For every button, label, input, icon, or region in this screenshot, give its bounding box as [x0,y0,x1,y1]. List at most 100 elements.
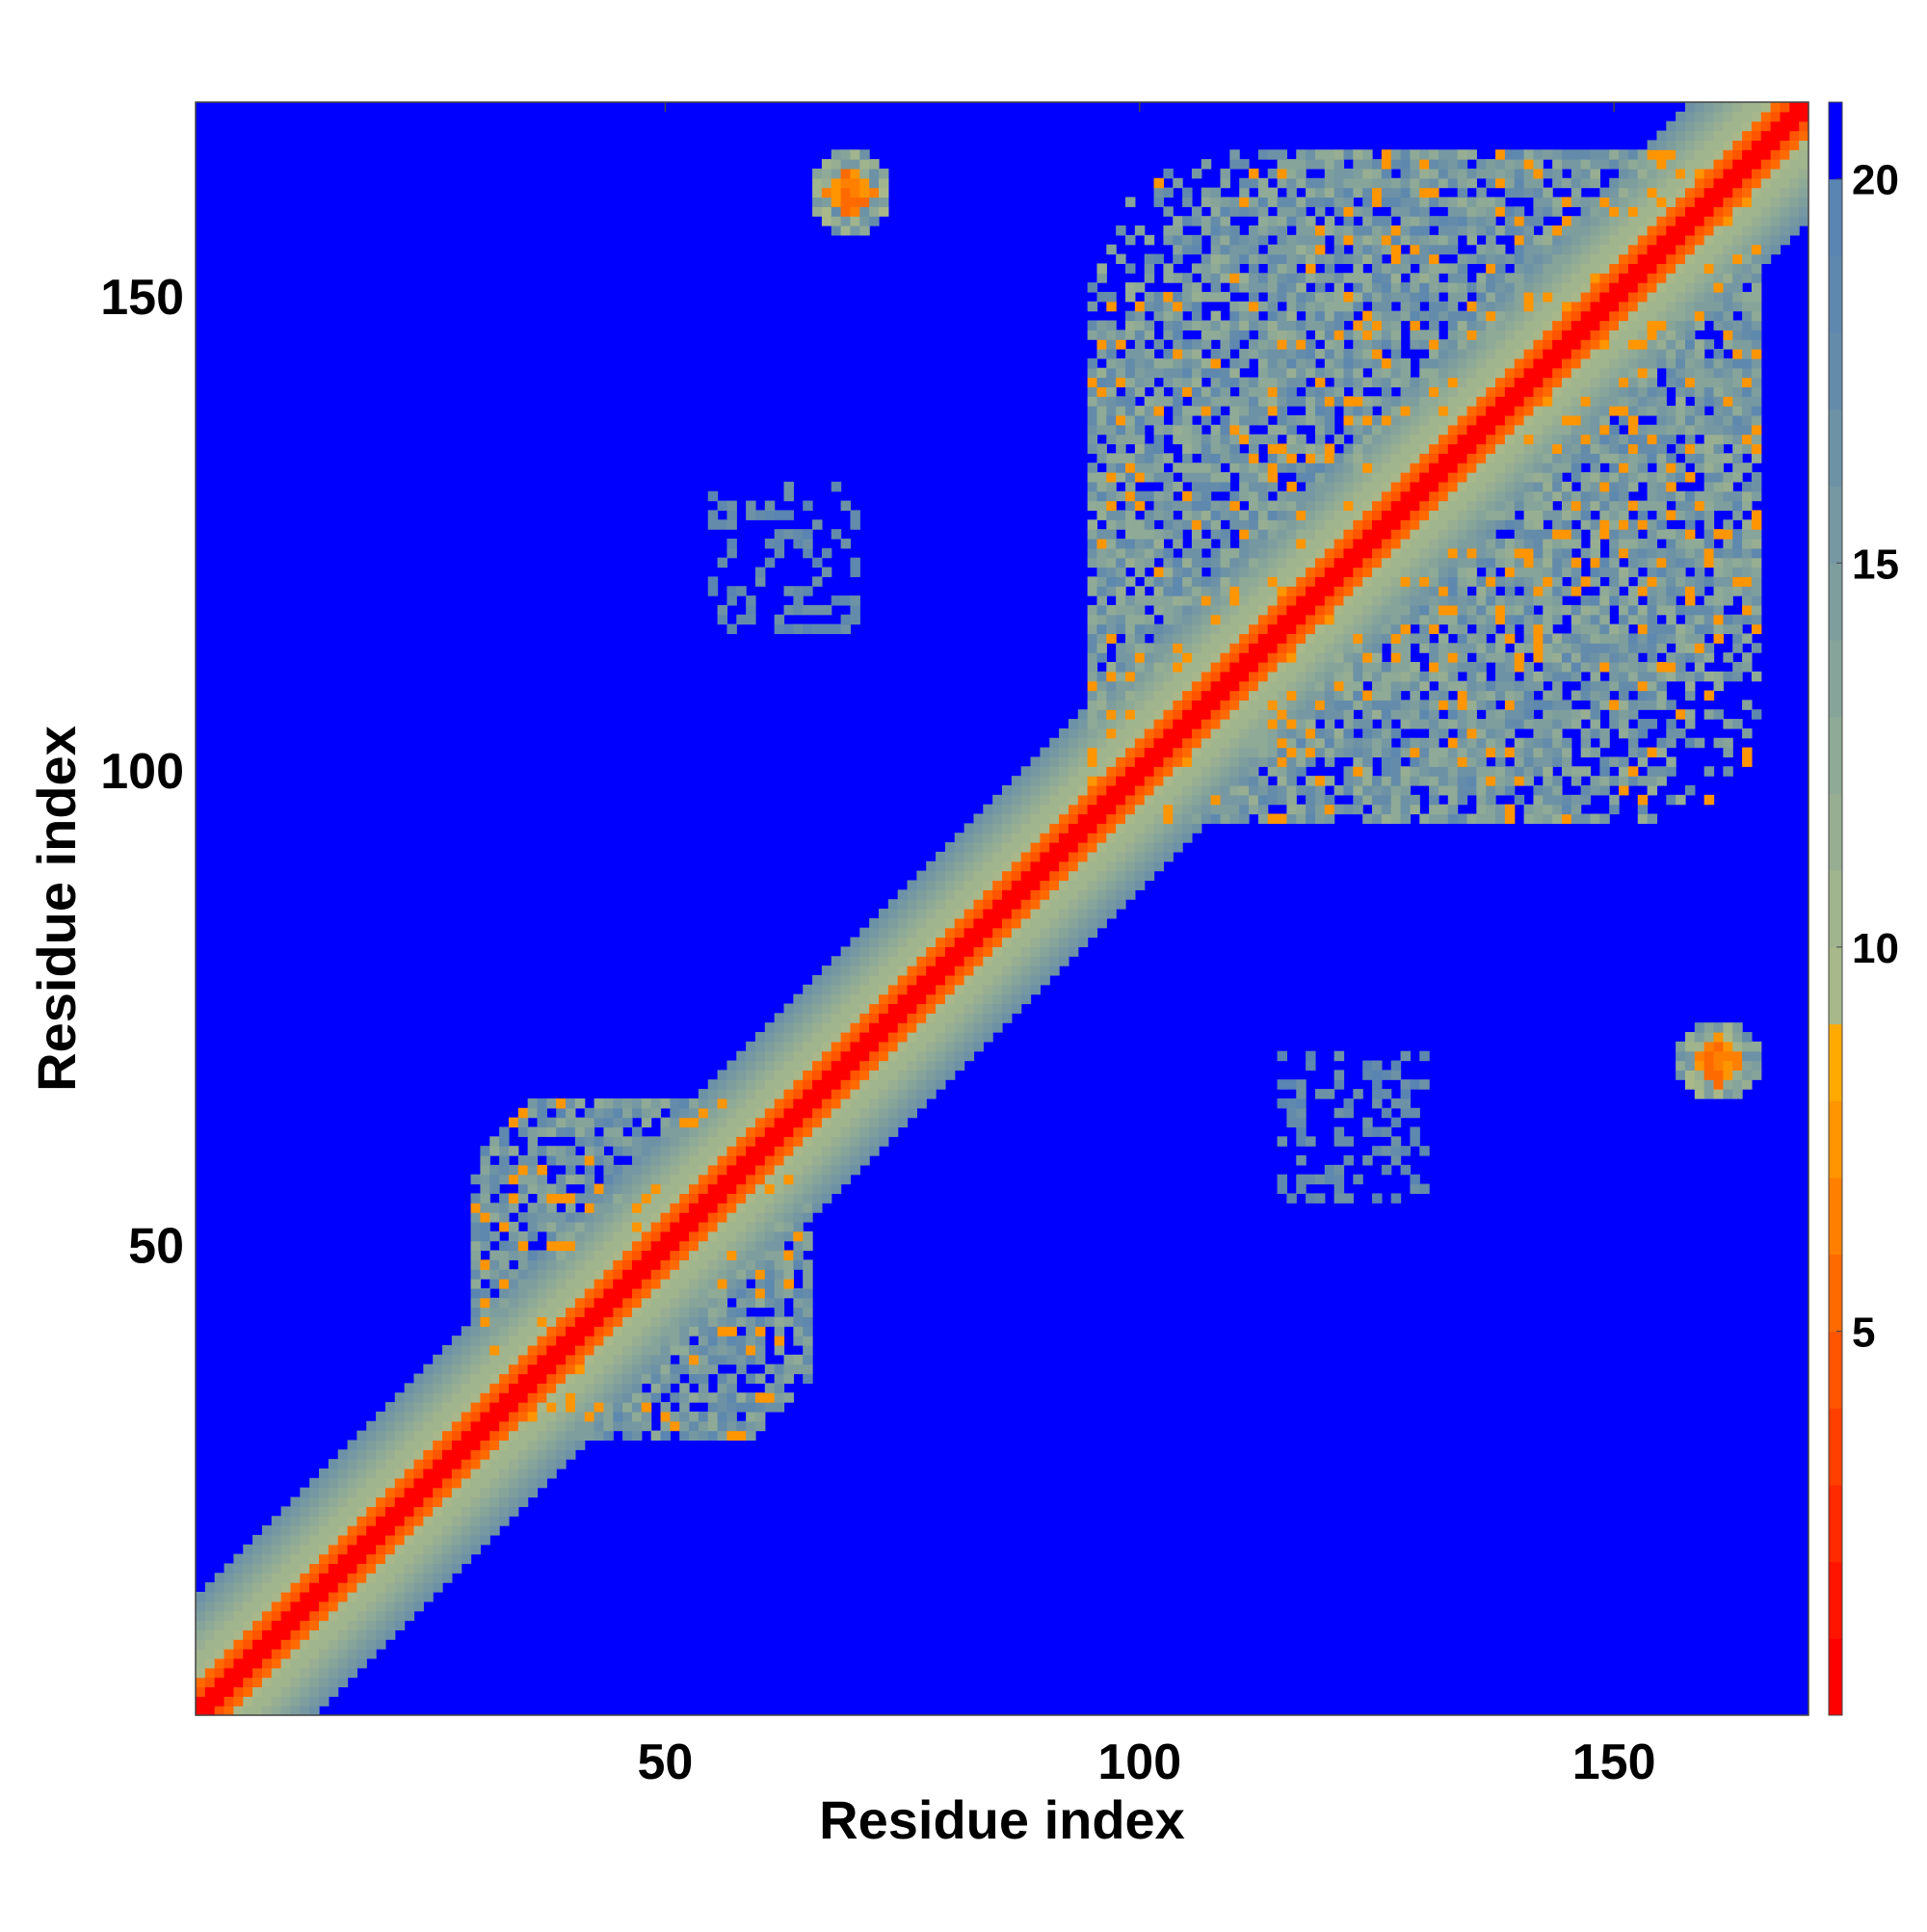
heatmap-cell [1201,367,1212,379]
heatmap-cell [1390,1060,1402,1071]
heatmap-cell [384,1430,396,1442]
heatmap-cell [1381,1146,1392,1156]
heatmap-cell [337,1677,349,1688]
heatmap-cell [1116,813,1126,824]
heatmap-cell [384,1477,396,1489]
heatmap-cell [1353,396,1363,407]
heatmap-cell [480,1183,490,1195]
heatmap-cell [508,1221,519,1232]
heatmap-cell [1372,529,1383,540]
heatmap-cell [1125,661,1136,673]
heatmap-cell [1220,320,1230,331]
heatmap-cell [613,1164,623,1176]
heatmap-cell [1229,661,1240,673]
heatmap-cell [944,993,956,1005]
heatmap-cell [679,1287,690,1299]
heatmap-cell [821,216,832,226]
heatmap-cell [394,1496,406,1507]
heatmap-cell [1096,330,1107,340]
heatmap-cell [973,889,984,900]
heatmap-cell [356,1553,367,1565]
heatmap-cell [1144,263,1155,274]
heatmap-cell [384,1544,396,1555]
heatmap-cell [764,1089,776,1099]
heatmap-cell [983,984,993,995]
heatmap-cell [1257,339,1269,350]
heatmap-cell [754,510,766,520]
heatmap-cell [964,946,975,957]
heatmap-cell [670,1326,680,1337]
heatmap-cell [1381,414,1392,426]
heatmap-cell [803,1041,813,1052]
heatmap-cell [384,1534,396,1546]
heatmap-cell [366,1420,377,1432]
heatmap-cell [707,1316,719,1327]
heatmap-cell [1249,719,1259,729]
heatmap-cell [280,1639,292,1650]
heatmap-cell [1220,538,1230,549]
heatmap-cell [1239,406,1250,416]
heatmap-cell [1163,623,1174,635]
heatmap-cell [566,1164,576,1176]
heatmap-cell [366,1440,377,1450]
heatmap-cell [394,1610,406,1622]
heatmap-cell [1353,386,1363,397]
heatmap-cell [1116,804,1126,815]
heatmap-cell [214,1706,225,1716]
heatmap-cell [1306,225,1316,236]
heatmap-cell [660,1316,671,1327]
heatmap-cell [717,1430,728,1442]
heatmap-cell [1173,234,1183,246]
heatmap-cell [840,538,852,549]
heatmap-cell [954,889,965,900]
heatmap-cell [1306,1060,1316,1071]
heatmap-cell [1096,909,1107,919]
heatmap-cell [470,1411,482,1422]
heatmap-cell [746,1193,756,1204]
heatmap-cell [1077,728,1089,739]
heatmap-cell [1173,643,1183,653]
heatmap-cell [366,1430,377,1442]
heatmap-cell [499,1287,510,1299]
heatmap-cell [764,1183,776,1195]
heatmap-cell [1191,794,1202,806]
heatmap-cell [1191,339,1202,350]
heatmap-cell [964,823,975,834]
heatmap-cell [1077,737,1089,749]
heatmap-cell [517,1392,529,1403]
heatmap-cell [1286,623,1297,635]
heatmap-cell [1277,719,1288,729]
heatmap-cell [1134,310,1146,322]
heatmap-cell [1163,557,1174,569]
heatmap-cell [300,1573,310,1583]
heatmap-cell [1277,586,1288,596]
heatmap-cell [1390,187,1402,198]
heatmap-cell [1249,490,1259,502]
heatmap-cell [793,595,804,606]
heatmap-cell [1182,472,1193,483]
heatmap-cell [261,1629,273,1640]
heatmap-cell [1362,1155,1373,1166]
heatmap-cell [944,984,956,995]
heatmap-cell [746,1287,756,1299]
heatmap-cell [546,1279,557,1289]
heatmap-cell [1134,880,1146,890]
heatmap-cell [783,1126,794,1137]
heatmap-cell [803,500,813,512]
heatmap-cell [489,1316,500,1327]
heatmap-cell [954,1050,965,1062]
heatmap-cell [887,1089,899,1099]
heatmap-cell [726,538,737,549]
heatmap-cell [574,1373,586,1384]
heatmap-cell [936,1013,946,1023]
heatmap-cell [584,1231,595,1242]
heatmap-cell [869,917,880,929]
heatmap-cell [1372,301,1383,312]
heatmap-cell [746,1250,756,1260]
heatmap-cell [973,1003,984,1014]
heatmap-cell [650,1212,662,1223]
heatmap-cell [1314,510,1326,520]
heatmap-cell [1343,1136,1354,1147]
heatmap-cell [1220,813,1230,824]
heatmap-cell [556,1098,567,1109]
